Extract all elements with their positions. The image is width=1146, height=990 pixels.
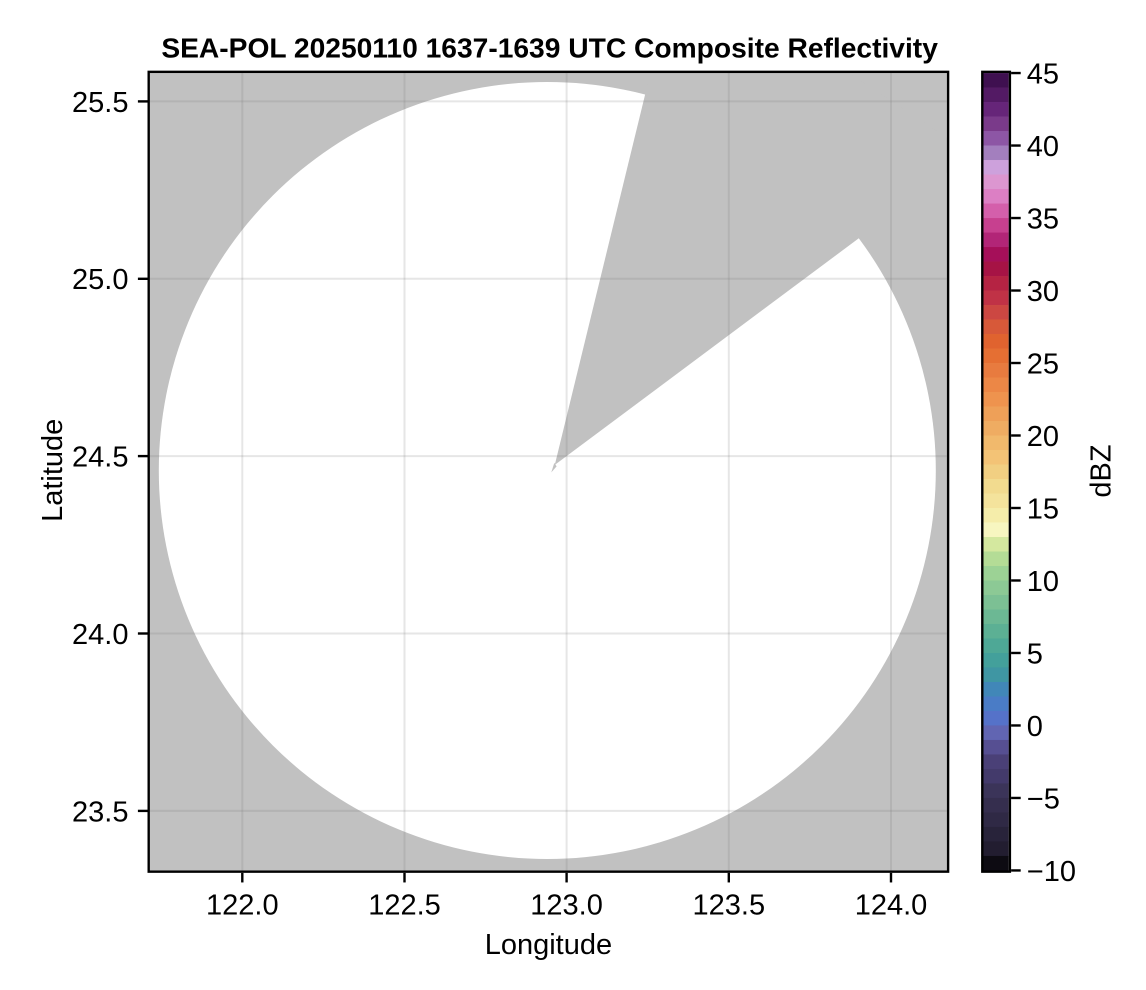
svg-text:25: 25 [1027, 348, 1059, 380]
svg-text:15: 15 [1027, 493, 1059, 525]
svg-text:30: 30 [1027, 276, 1059, 308]
svg-text:SEA-POL 20250110 1637-1639 UTC: SEA-POL 20250110 1637-1639 UTC Composite… [161, 31, 938, 63]
svg-text:124.0: 124.0 [855, 889, 928, 921]
svg-text:25.0: 25.0 [72, 264, 128, 296]
svg-text:123.0: 123.0 [530, 889, 603, 921]
svg-text:Latitude: Latitude [37, 419, 69, 522]
svg-text:24.5: 24.5 [72, 442, 128, 474]
svg-text:dBZ: dBZ [1086, 444, 1118, 497]
svg-text:122.5: 122.5 [368, 889, 441, 921]
svg-text:24.0: 24.0 [72, 619, 128, 651]
svg-text:20: 20 [1027, 421, 1059, 453]
svg-text:−10: −10 [1027, 856, 1076, 888]
svg-text:Longitude: Longitude [485, 929, 612, 961]
svg-text:5: 5 [1027, 638, 1043, 670]
svg-text:10: 10 [1027, 566, 1059, 598]
svg-text:35: 35 [1027, 203, 1059, 235]
svg-text:25.5: 25.5 [72, 87, 128, 119]
svg-text:45: 45 [1027, 58, 1059, 90]
svg-text:23.5: 23.5 [72, 796, 128, 828]
svg-text:123.5: 123.5 [693, 889, 766, 921]
svg-text:40: 40 [1027, 131, 1059, 163]
svg-text:0: 0 [1027, 711, 1043, 743]
svg-text:−5: −5 [1027, 783, 1060, 815]
svg-text:122.0: 122.0 [206, 889, 279, 921]
